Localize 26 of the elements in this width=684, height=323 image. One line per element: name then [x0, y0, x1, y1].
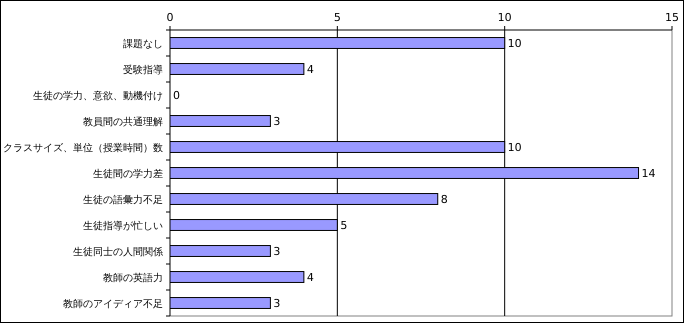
- data-label: 4: [306, 271, 314, 284]
- y-tick-label: 生徒間の学力差: [93, 168, 163, 180]
- data-label: 3: [273, 297, 280, 310]
- y-tick-label: 教師のアイディア不足: [63, 298, 163, 310]
- y-tick-label: 教師の英語力: [103, 272, 163, 284]
- y-tick-label: 生徒同士の人間関係: [73, 246, 163, 258]
- y-tick-label: 生徒指導が忙しい: [83, 220, 163, 232]
- y-tick-label: 生徒の学力、意欲、動機付け: [33, 90, 163, 102]
- x-tick-label: 15: [665, 11, 679, 24]
- data-label: 4: [306, 63, 314, 76]
- data-label: 14: [642, 167, 656, 180]
- data-label: 10: [508, 37, 522, 50]
- data-label: 10: [508, 141, 522, 154]
- x-tick-label: 0: [166, 11, 174, 24]
- data-label: 3: [273, 245, 280, 258]
- y-tick-label: 受験指導: [123, 64, 163, 76]
- y-tick-label: クラスサイズ、単位（授業時間）数: [3, 142, 163, 154]
- y-tick-label: 課題なし: [123, 38, 163, 50]
- y-tick-label: 生徒の語彙力不足: [83, 194, 163, 206]
- x-tick-label: 10: [498, 11, 512, 24]
- data-label: 5: [340, 219, 348, 232]
- y-tick-label: 教員間の共通理解: [83, 116, 163, 128]
- data-label: 0: [173, 89, 180, 102]
- data-label: 8: [440, 193, 448, 206]
- x-tick-label: 5: [334, 11, 341, 24]
- data-label: 3: [273, 115, 280, 128]
